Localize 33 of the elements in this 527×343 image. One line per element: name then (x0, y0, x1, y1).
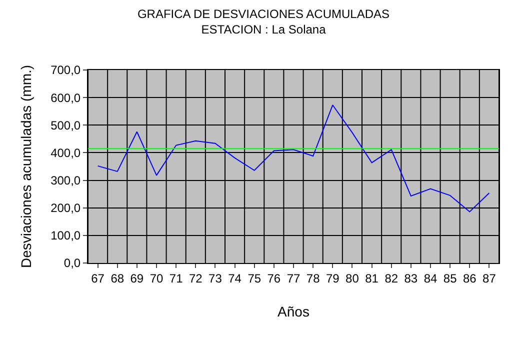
y-axis-title: Desviaciones acumuladas (mm.) (18, 64, 34, 268)
x-tick-label: 69 (130, 271, 144, 286)
x-tick-label: 82 (384, 271, 398, 286)
x-tick-label: 85 (443, 271, 458, 286)
x-tick-label: 80 (346, 271, 360, 286)
x-tick-label: 68 (110, 271, 124, 286)
x-tick-label: 70 (150, 271, 164, 286)
y-tick-label: 300,0 (50, 173, 81, 188)
y-tick-label: 100,0 (50, 228, 81, 243)
x-tick-label: 77 (286, 271, 300, 286)
y-tick-label: 500,0 (50, 118, 81, 132)
x-tick-label: 87 (482, 271, 496, 286)
x-tick-label: 74 (228, 271, 242, 286)
x-tick-label: 84 (424, 271, 438, 286)
x-tick-label: 71 (169, 271, 184, 286)
x-tick-label: 67 (91, 271, 105, 286)
x-tick-label: 83 (404, 271, 418, 286)
x-tick-label: 76 (267, 271, 281, 286)
x-tick-label: 78 (306, 271, 320, 286)
x-tick-label: 75 (248, 271, 262, 286)
x-tick-label: 73 (208, 271, 222, 286)
x-axis-title: Años (278, 304, 310, 320)
x-tick-label: 72 (188, 271, 203, 286)
y-tick-label: 700,0 (50, 63, 81, 78)
y-tick-label: 600,0 (50, 90, 81, 105)
y-tick-label: 200,0 (50, 201, 81, 216)
chart-title: GRAFICA DE DESVIACIONES ACUMULADAS ESTACION : La Solana (137, 6, 390, 36)
x-tick-label: 86 (462, 271, 477, 286)
y-tick-label: 0,0 (64, 256, 81, 270)
x-tick-label: 81 (365, 271, 379, 286)
y-tick-label: 400,0 (50, 146, 81, 160)
line-series (97, 104, 490, 212)
x-tick-label: 79 (326, 271, 340, 286)
